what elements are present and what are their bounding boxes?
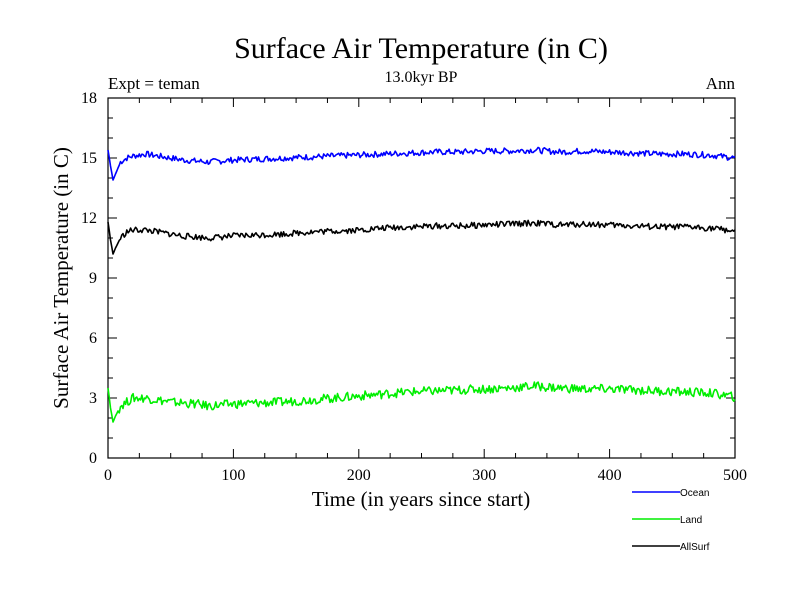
series-lines: [107, 146, 736, 423]
y-tick-label: 18: [81, 90, 97, 107]
y-axis-label: Surface Air Temperature (in C): [49, 147, 73, 409]
legend-label-land: Land: [680, 515, 702, 526]
y-tick-label: 3: [89, 390, 97, 407]
y-tick-label: 15: [81, 150, 97, 167]
y-tick-label: 12: [81, 210, 97, 227]
y-tick-label: 6: [89, 330, 97, 347]
x-tick-label: 300: [472, 467, 496, 484]
axis-tick-labels: 0 100 200 300 400 500 0 3 6 9 12 15 18: [81, 90, 747, 484]
x-tick-label: 100: [221, 467, 245, 484]
x-tick-label: 200: [347, 467, 371, 484]
y-tick-label: 9: [89, 270, 97, 287]
y-tick-label: 0: [89, 450, 97, 467]
x-tick-label: 400: [598, 467, 622, 484]
legend-label-ocean: Ocean: [680, 488, 709, 499]
legend-label-allsurf: AllSurf: [680, 542, 710, 553]
x-axis-label: Time (in years since start): [312, 487, 531, 511]
x-tick-label: 0: [104, 467, 112, 484]
x-tick-label: 500: [723, 467, 747, 484]
series-line-ocean: [107, 146, 736, 181]
legend: Ocean Land AllSurf: [632, 488, 710, 553]
series-line-allsurf: [107, 219, 736, 255]
season-label: Ann: [706, 74, 736, 93]
experiment-label: Expt = teman: [108, 74, 200, 93]
chart-title: Surface Air Temperature (in C): [234, 32, 608, 65]
chart-subtitle: 13.0kyr BP: [385, 69, 458, 86]
series-line-land: [107, 381, 736, 423]
